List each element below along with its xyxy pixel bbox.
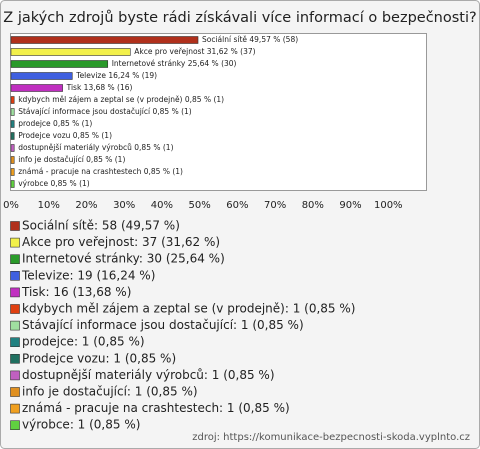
legend-label: známá - pracuje na crashtestech: 1 (0,85…	[22, 401, 290, 415]
legend-label: Tisk: 16 (13,68 %)	[21, 285, 131, 299]
legend-swatch	[10, 420, 20, 431]
chart-title: Z jakých zdrojů byste rádi získávali víc…	[3, 10, 476, 26]
legend-swatch	[10, 370, 20, 381]
x-tick-label: 50%	[189, 200, 211, 211]
legend-label: Televize: 19 (16,24 %)	[21, 268, 155, 282]
x-tick-label: 30%	[113, 200, 135, 211]
bar	[10, 84, 63, 92]
x-tick-label: 60%	[226, 200, 248, 211]
data-label: prodejce 0,85 % (1)	[18, 119, 92, 128]
legend-label: kdybych měl zájem a zeptal se (v prodejn…	[22, 302, 355, 316]
legend-label: výrobce: 1 (0,85 %)	[22, 418, 140, 432]
x-tick-label: 70%	[264, 200, 286, 211]
data-label: Tisk 13,68 % (16)	[66, 83, 133, 92]
x-tick-label: 80%	[302, 200, 324, 211]
legend-label: Internetové stránky: 30 (25,64 %)	[22, 252, 225, 266]
x-tick-label: 100%	[374, 200, 403, 211]
legend-swatch	[10, 320, 20, 331]
x-tick-label: 10%	[38, 200, 60, 211]
bar	[10, 168, 15, 176]
legend-swatch	[10, 353, 20, 364]
legend-swatch	[10, 221, 20, 231]
data-label: známá - pracuje na crashtestech 0,85 % (…	[18, 167, 183, 176]
legend-swatch	[10, 270, 20, 281]
bar	[10, 180, 15, 188]
x-tick-label: 40%	[151, 200, 173, 211]
bar	[10, 60, 109, 68]
legend-swatch	[10, 304, 20, 314]
legend-label: Stávající informace jsou dostačující: 1 …	[22, 318, 304, 332]
bar	[10, 36, 199, 44]
x-tick-label: 20%	[75, 200, 97, 211]
bar	[10, 96, 15, 104]
bar	[10, 132, 15, 140]
legend-label: info je dostačující: 1 (0,85 %)	[22, 385, 198, 399]
legend-swatch	[10, 337, 20, 348]
legend-label: dostupnější materiály výrobců: 1 (0,85 %…	[22, 368, 275, 382]
data-label: dostupnější materiály výrobců 0,85 % (1)	[18, 143, 173, 152]
plot-area	[10, 33, 427, 191]
legend-swatch	[10, 387, 20, 397]
source: zdroj: https://komunikace-bezpecnosti-sk…	[192, 432, 470, 443]
data-label: výrobce 0,85 % (1)	[18, 179, 90, 188]
legend-label: prodejce: 1 (0,85 %)	[22, 335, 145, 349]
data-label: Stávající informace jsou dostačující 0,8…	[18, 107, 192, 116]
legend-label: Akce pro veřejnost: 37 (31,62 %)	[22, 235, 220, 249]
data-label: info je dostačující 0,85 % (1)	[18, 155, 125, 164]
legend-swatch	[10, 403, 20, 414]
bar	[10, 156, 15, 164]
legend-swatch	[10, 254, 20, 264]
data-label: kdybych měl zájem a zeptal se (v prodejn…	[18, 95, 224, 104]
bar	[10, 48, 131, 56]
bar	[10, 120, 15, 128]
data-label: Akce pro veřejnost 31,62 % (37)	[134, 47, 255, 56]
x-tick-label: 0%	[3, 200, 19, 211]
data-label: Sociální sítě 49,57 % (58)	[202, 35, 298, 44]
data-label: Prodejce vozu 0,85 % (1)	[18, 131, 112, 140]
bar	[10, 72, 73, 80]
bar	[10, 144, 15, 152]
legend-label: Sociální sítě: 58 (49,57 %)	[22, 219, 180, 233]
bar	[10, 108, 15, 116]
data-label: Televize 16,24 % (19)	[75, 71, 157, 80]
legend-swatch	[10, 237, 20, 248]
legend-label: Prodejce vozu: 1 (0,85 %)	[22, 351, 176, 365]
x-tick-label: 90%	[339, 200, 361, 211]
legend-swatch	[10, 287, 20, 298]
data-label: Internetové stránky 25,64 % (30)	[112, 59, 237, 68]
